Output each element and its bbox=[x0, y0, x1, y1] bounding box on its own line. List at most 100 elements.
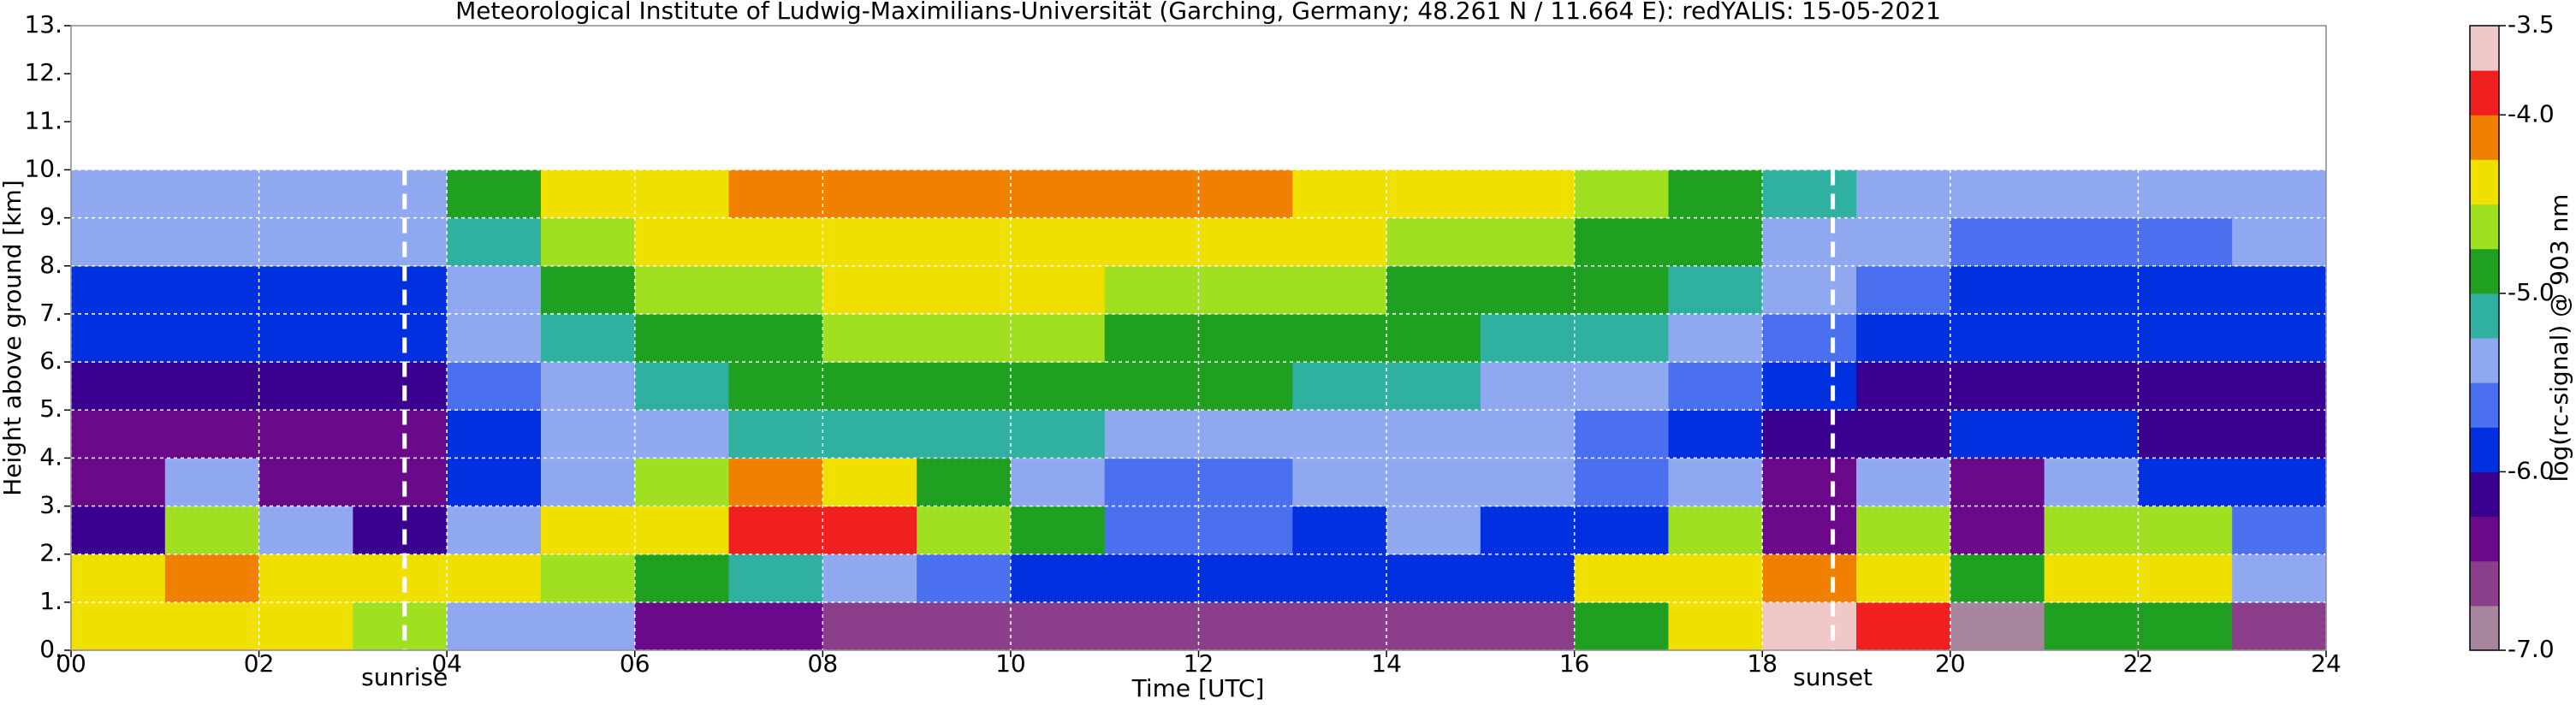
x-tick-label: 10 bbox=[995, 649, 1026, 678]
heatmap-cell bbox=[1480, 217, 1576, 267]
heatmap-cell bbox=[1104, 410, 1199, 459]
heatmap-cell bbox=[1950, 458, 2045, 507]
heatmap-cell bbox=[2044, 265, 2139, 315]
heatmap-cell bbox=[1856, 169, 1951, 219]
heatmap-cell bbox=[258, 554, 353, 603]
heatmap-cell bbox=[2044, 554, 2139, 603]
heatmap-cell bbox=[822, 313, 917, 363]
heatmap-cell bbox=[540, 217, 636, 267]
heatmap-cell bbox=[164, 506, 260, 555]
colorbar-band bbox=[2470, 293, 2499, 339]
heatmap-cell bbox=[728, 506, 823, 555]
colorbar-tick-label: -5.0 bbox=[2508, 278, 2555, 306]
chart-title: Meteorological Institute of Ludwig-Maxim… bbox=[455, 0, 1941, 25]
heatmap-cell bbox=[71, 410, 166, 459]
heatmap-cell bbox=[1950, 313, 2045, 363]
colorbar-band bbox=[2470, 338, 2499, 383]
colorbar-band bbox=[2470, 516, 2499, 562]
heatmap-cell bbox=[1386, 217, 1481, 267]
heatmap-cell bbox=[1198, 506, 1293, 555]
heatmap-cell bbox=[1292, 362, 1387, 411]
heatmap-cell bbox=[164, 362, 260, 411]
heatmap-cell bbox=[634, 169, 730, 219]
heatmap-cell bbox=[822, 265, 917, 315]
heatmap-cell bbox=[822, 362, 917, 411]
heatmap-cell bbox=[1480, 458, 1576, 507]
heatmap-cell bbox=[1856, 554, 1951, 603]
heatmap-cell bbox=[353, 265, 448, 315]
heatmap-cell bbox=[1950, 410, 2045, 459]
heatmap-cell bbox=[1856, 506, 1951, 555]
y-tick-label: 8. bbox=[39, 251, 62, 279]
heatmap-cell bbox=[447, 313, 542, 363]
colorbar-band bbox=[2470, 560, 2499, 607]
colorbar-band bbox=[2470, 605, 2499, 651]
x-tick-label: 12 bbox=[1184, 649, 1214, 678]
heatmap-cell bbox=[917, 265, 1012, 315]
heatmap-cell bbox=[1386, 265, 1481, 315]
heatmap-cell bbox=[2044, 410, 2139, 459]
y-tick-label: 12. bbox=[24, 58, 62, 86]
heatmap-cell bbox=[1198, 458, 1293, 507]
heatmap-cell bbox=[634, 265, 730, 315]
heatmap-cell bbox=[1856, 265, 1951, 315]
heatmap-cell bbox=[1386, 554, 1481, 603]
heatmap-cell bbox=[1010, 265, 1106, 315]
colorbar-band bbox=[2470, 26, 2499, 71]
heatmap-cell bbox=[822, 217, 917, 267]
y-tick-label: 5. bbox=[39, 394, 62, 423]
colorbar-tick-label: -3.5 bbox=[2508, 10, 2555, 39]
heatmap-cell bbox=[1950, 601, 2045, 651]
heatmap-cell bbox=[1198, 410, 1293, 459]
x-tick-label: 16 bbox=[1559, 649, 1590, 678]
heatmap-cell bbox=[1574, 313, 1669, 363]
heatmap-cell bbox=[728, 554, 823, 603]
heatmap-cell bbox=[1668, 169, 1763, 219]
heatmap-cell bbox=[164, 410, 260, 459]
heatmap-cell bbox=[71, 169, 166, 219]
heatmap-cell bbox=[1762, 601, 1857, 651]
heatmap-cell bbox=[728, 362, 823, 411]
heatmap-cell bbox=[1574, 362, 1669, 411]
heatmap-cell bbox=[540, 362, 636, 411]
heatmap-cell bbox=[1292, 601, 1387, 651]
heatmap-cell bbox=[540, 313, 636, 363]
heatmap-cell bbox=[164, 458, 260, 507]
heatmap-cell bbox=[917, 362, 1012, 411]
heatmap-cell bbox=[1950, 265, 2045, 315]
heatmap-cell bbox=[1762, 362, 1857, 411]
heatmap-cell bbox=[447, 265, 542, 315]
x-tick-label: 18 bbox=[1747, 649, 1778, 678]
colorbar-band bbox=[2470, 427, 2499, 472]
heatmap-cell bbox=[2138, 217, 2233, 267]
heatmap-cell bbox=[540, 265, 636, 315]
heatmap-cell bbox=[634, 506, 730, 555]
heatmap-cell bbox=[728, 313, 823, 363]
y-tick-label: 3. bbox=[39, 491, 62, 519]
heatmap-cell bbox=[1574, 458, 1669, 507]
heatmap-cell bbox=[1668, 506, 1763, 555]
heatmap-cell bbox=[540, 506, 636, 555]
heatmap-cell bbox=[1480, 554, 1576, 603]
heatmap-cell bbox=[164, 313, 260, 363]
heatmap-cell bbox=[1762, 217, 1857, 267]
heatmap-cell bbox=[258, 217, 353, 267]
x-tick-label: 14 bbox=[1371, 649, 1402, 678]
heatmap-cell bbox=[540, 410, 636, 459]
heatmap-cell bbox=[634, 362, 730, 411]
heatmap-cell bbox=[1292, 506, 1387, 555]
heatmap-cell bbox=[353, 601, 448, 651]
heatmap-cell bbox=[1292, 313, 1387, 363]
heatmap-cell bbox=[1292, 265, 1387, 315]
heatmap-cell bbox=[71, 217, 166, 267]
heatmap-cell bbox=[1292, 410, 1387, 459]
heatmap-cell bbox=[447, 601, 542, 651]
colorbar-tick-label: -4.0 bbox=[2508, 99, 2555, 127]
heatmap-cell bbox=[1574, 506, 1669, 555]
heatmap-cell bbox=[2232, 458, 2327, 507]
heatmap-cell bbox=[447, 362, 542, 411]
heatmap-cell bbox=[917, 554, 1012, 603]
heatmap-cell bbox=[1010, 458, 1106, 507]
heatmap-cell bbox=[1574, 265, 1669, 315]
